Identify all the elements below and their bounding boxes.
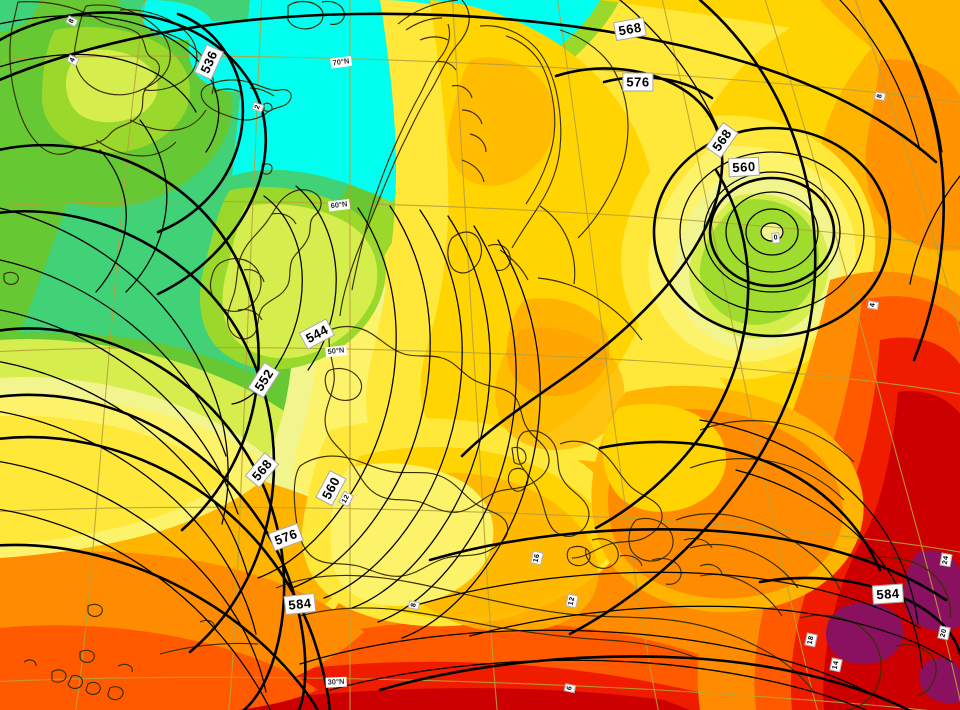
contour-label: 4: [866, 299, 880, 311]
contour-label: 560: [727, 156, 761, 178]
contour-label: 8: [407, 599, 421, 611]
contour-label: 24: [939, 552, 953, 568]
contour-label: 8: [873, 90, 887, 102]
contour-label: 584: [283, 592, 317, 616]
graticule-label: 30°N: [325, 676, 347, 688]
contour-label: 576: [622, 72, 654, 92]
contour-label: 0: [771, 231, 781, 245]
contour-label: 584: [871, 583, 905, 605]
